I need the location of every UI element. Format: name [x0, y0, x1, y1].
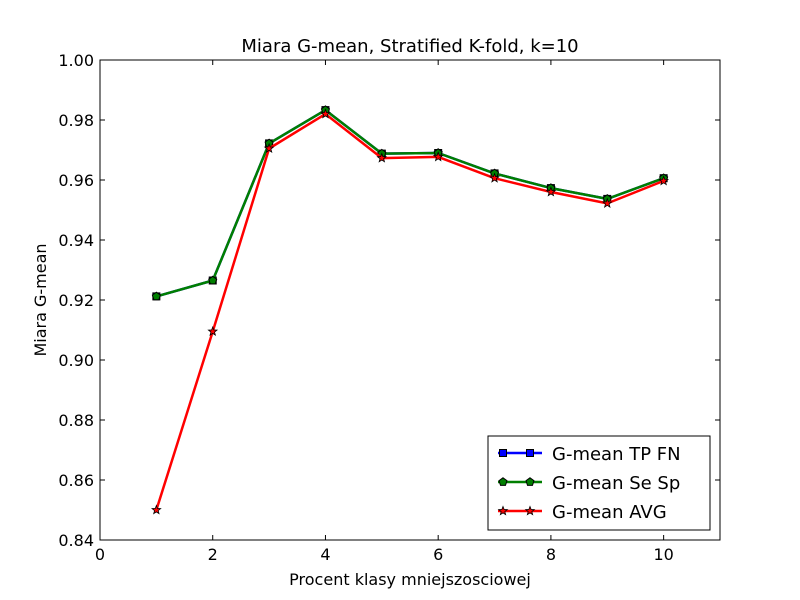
y-tick-label: 0.90	[58, 351, 94, 370]
data-point	[489, 172, 500, 183]
data-point	[432, 151, 444, 162]
x-tick-label: 2	[208, 545, 218, 564]
legend-label: G-mean Se Sp	[552, 473, 680, 494]
legend-marker	[498, 477, 508, 486]
x-tick-label: 10	[653, 545, 673, 564]
x-axis-label: Procent klasy mniejszosciowej	[289, 570, 531, 589]
chart-title: Miara G-mean, Stratified K-fold, k=10	[241, 36, 578, 57]
y-tick-label: 0.88	[58, 411, 94, 430]
data-point	[263, 142, 275, 154]
y-tick-label: 1.00	[58, 51, 94, 70]
data-point	[151, 291, 161, 301]
data-point	[545, 186, 557, 197]
series-line	[156, 108, 665, 298]
y-tick-label: 0.96	[58, 171, 94, 190]
x-tick-label: 4	[320, 545, 330, 564]
data-point	[207, 325, 219, 337]
series-line	[155, 112, 665, 511]
x-tick-label: 0	[95, 545, 105, 564]
x-tick-label: 6	[433, 545, 443, 564]
y-tick-label: 0.94	[58, 231, 94, 250]
data-point	[658, 175, 669, 186]
y-tick-label: 0.86	[58, 471, 94, 490]
legend-marker	[497, 505, 509, 516]
data-point	[376, 152, 388, 163]
legend-marker	[525, 477, 535, 486]
legend-label: G-mean AVG	[552, 502, 667, 523]
y-tick-label: 0.84	[58, 531, 94, 550]
data-point	[320, 108, 331, 119]
legend-marker	[524, 505, 536, 516]
plot-area: 0 2 4 6 8 10 0.84 0.86 0.88 0.90 0.92 0.94 0.96 0.98 1…	[58, 51, 721, 564]
series-g-mean-avg	[151, 108, 669, 515]
y-tick-label: 0.92	[58, 291, 94, 310]
data-point	[601, 197, 613, 208]
legend: G-mean TP FN G-mean Se Sp G-mean AVG	[487, 435, 711, 531]
data-point	[151, 504, 162, 515]
legend-label: G-mean TP FN	[552, 444, 681, 465]
data-point	[208, 275, 218, 285]
y-axis-label: Miara G-mean	[31, 243, 50, 356]
legend-marker	[526, 449, 534, 457]
legend-marker	[499, 449, 507, 457]
y-tick-label: 0.98	[58, 111, 94, 130]
x-tick-label: 8	[546, 545, 556, 564]
